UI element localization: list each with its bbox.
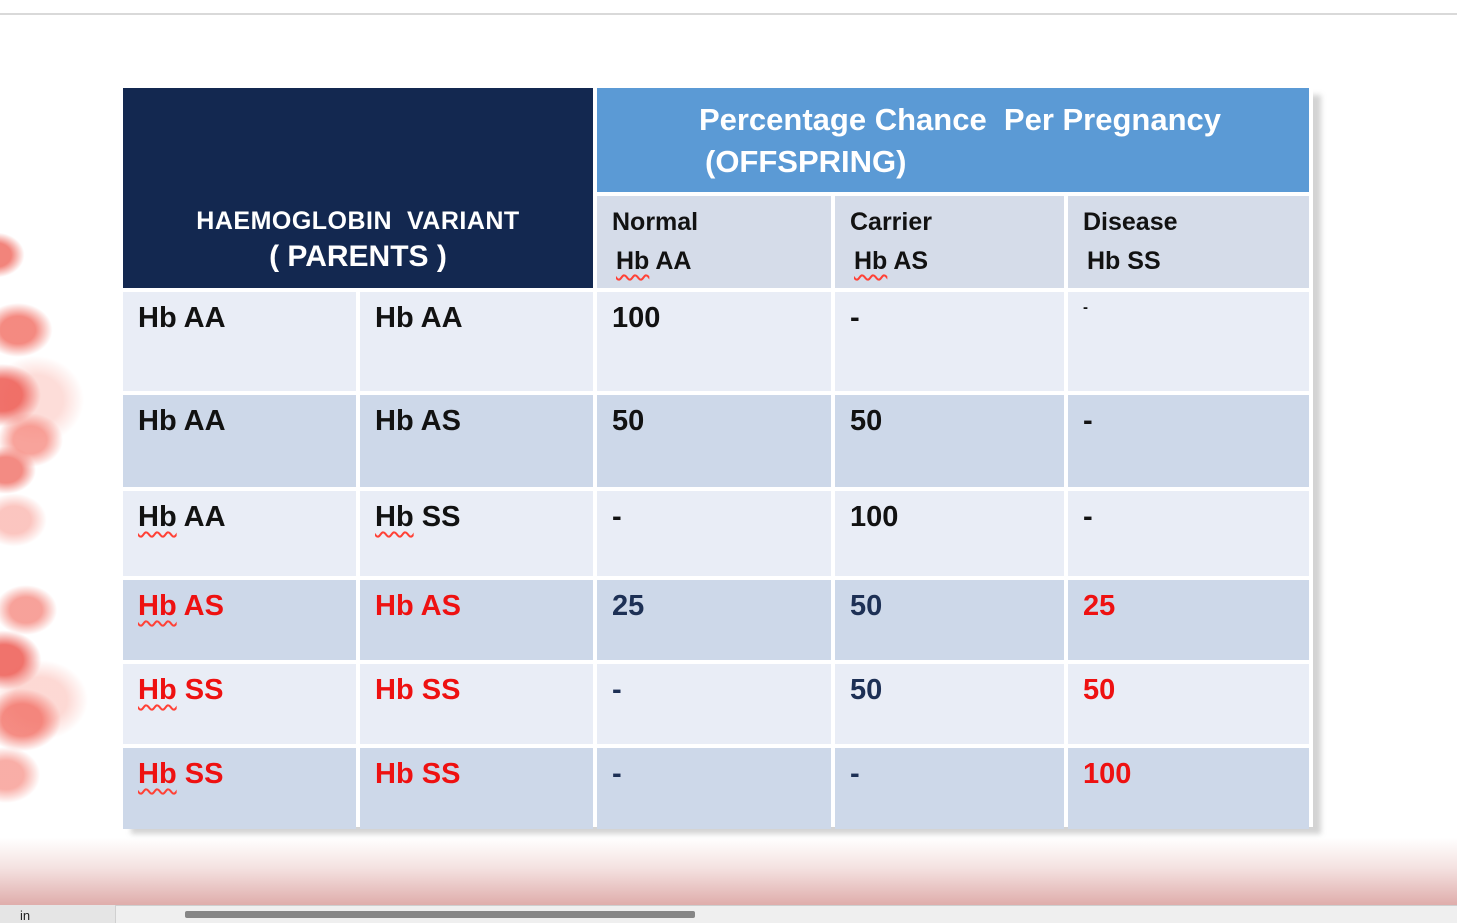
offspring-header-cell: Percentage Chance Per Pregnancy (OFFSPRI… [597,88,1309,192]
subheader-normal-cell: Normal Hb AA [597,196,831,288]
subheader-disease-cell: Disease Hb SS [1068,196,1309,288]
subheader-normal-label: Normal [612,208,699,236]
parent2-cell: Hb SS [360,491,593,576]
parent2-cell: Hb AS [360,395,593,487]
horizontal-scrollbar-track[interactable] [0,905,1457,923]
carrier-value-cell: - [835,292,1064,391]
parents-header-line2: ( PARENTS ) [269,240,447,273]
parent2-cell: Hb AS [360,580,593,660]
normal-value-cell: 50 [597,395,831,487]
carrier-value-cell: 100 [835,491,1064,576]
carrier-value-cell: 50 [835,664,1064,744]
subheader-carrier-label: Carrier [850,208,932,236]
subheader-disease-variant: Hb SS [1087,247,1161,275]
parent1-cell: Hb SS [123,664,356,744]
normal-value-cell: - [597,664,831,744]
subheader-normal-variant: Hb AA [616,247,692,275]
offspring-header-line2: (OFFSPRING) [705,144,907,179]
offspring-header-line1: Percentage Chance Per Pregnancy [698,102,1222,137]
status-bubble: in [0,905,116,923]
carrier-value-cell: 50 [835,395,1064,487]
red-blood-cells-artwork [0,0,120,905]
parent2-cell: Hb SS [360,748,593,829]
normal-value-cell: - [597,748,831,829]
disease-value-cell: - [1068,491,1309,576]
parent2-cell: Hb AA [360,292,593,391]
parents-header-line1: HAEMOGLOBIN VARIANT [196,207,520,235]
subheader-disease-label: Disease [1083,208,1178,236]
haemoglobin-genetics-table: HAEMOGLOBIN VARIANT ( PARENTS ) Percenta… [123,88,1313,829]
subheader-carrier-variant: Hb AS [854,247,929,275]
status-text: in [20,908,31,923]
disease-value-cell: - [1068,292,1309,391]
disease-value-cell: 50 [1068,664,1309,744]
disease-value-cell: 100 [1068,748,1309,829]
disease-value-cell: 25 [1068,580,1309,660]
parent2-cell: Hb SS [360,664,593,744]
normal-value-cell: - [597,491,831,576]
parent1-cell: Hb SS [123,748,356,829]
subheader-carrier-cell: Carrier Hb AS [835,196,1064,288]
parents-header-cell: HAEMOGLOBIN VARIANT ( PARENTS ) [123,88,593,288]
scrollbar-thumb[interactable] [185,911,695,918]
carrier-value-cell: - [835,748,1064,829]
disease-value-cell: - [1068,395,1309,487]
normal-value-cell: 25 [597,580,831,660]
parent1-cell: Hb AA [123,292,356,391]
normal-value-cell: 100 [597,292,831,391]
parent1-cell: Hb AA [123,491,356,576]
carrier-value-cell: 50 [835,580,1064,660]
parent1-cell: Hb AA [123,395,356,487]
top-divider-line [0,13,1457,15]
bottom-pink-gradient [0,838,1457,905]
parent1-cell: Hb AS [123,580,356,660]
